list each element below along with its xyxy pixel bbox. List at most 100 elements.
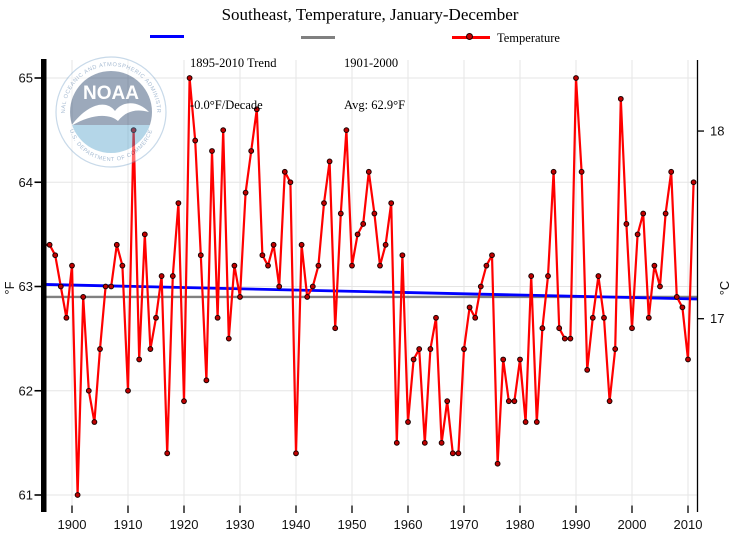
data-point-marker: [85, 387, 92, 394]
data-point-marker: [634, 231, 641, 238]
data-point-marker: [617, 95, 624, 102]
x-axis-label: 1970: [450, 517, 479, 532]
temperature-legend-label: Temperature: [497, 31, 560, 45]
x-axis-label: 1950: [338, 517, 367, 532]
data-point-marker: [511, 398, 518, 405]
data-point-marker: [186, 75, 193, 81]
data-point-marker: [220, 127, 227, 134]
data-point-marker: [421, 439, 428, 446]
data-point-marker: [410, 356, 417, 363]
logo-outer-ring: [55, 56, 167, 168]
trend-line: [43, 283, 698, 301]
x-axis-label: 2010: [674, 517, 703, 532]
x-axis-label: 1940: [282, 517, 311, 532]
trend-legend-line2: -0.0°F/Decade: [190, 98, 263, 112]
data-point-marker: [203, 377, 210, 384]
data-point-marker: [304, 294, 311, 300]
data-point-marker: [248, 148, 255, 154]
data-point-marker: [298, 241, 305, 248]
data-point-marker: [382, 241, 389, 248]
data-point-marker: [169, 273, 176, 279]
data-point-marker: [225, 335, 232, 342]
y-axis-label-f: 65: [19, 71, 33, 86]
data-point-marker: [601, 314, 607, 321]
data-point-marker: [433, 314, 439, 321]
data-point-marker: [539, 325, 546, 332]
data-point-marker: [623, 221, 630, 227]
y-axis-label-c: 18: [710, 124, 724, 139]
left-axis-unit-label: °F: [2, 281, 17, 294]
data-point-marker: [517, 356, 523, 363]
data-point-marker: [147, 346, 154, 352]
logo-gull-icon: [71, 103, 149, 126]
data-point-marker: [444, 398, 451, 405]
x-axis-label: 1960: [394, 517, 423, 532]
trend-legend-label: 1895-2010 Trend -0.0°F/Decade: [190, 28, 276, 140]
data-point-marker: [455, 450, 462, 457]
data-point-marker: [69, 262, 75, 269]
y-axis-label-f: 64: [19, 175, 33, 190]
data-point-marker: [315, 262, 322, 269]
data-point-marker: [489, 252, 495, 259]
data-point-marker: [287, 179, 294, 186]
data-point-marker: [253, 106, 260, 113]
x-axis-label: 2000: [618, 517, 647, 532]
data-point-marker: [685, 356, 691, 363]
data-point-marker: [281, 168, 288, 175]
x-axis-label: 1980: [506, 517, 535, 532]
data-point-marker: [214, 314, 221, 321]
data-point-marker: [209, 148, 215, 154]
data-point-marker: [175, 200, 182, 207]
data-point-marker: [449, 450, 456, 457]
x-axis-label: 1930: [226, 517, 255, 532]
temperature-marker-sample: [466, 33, 473, 40]
data-point-marker: [349, 262, 355, 269]
data-point-marker: [573, 75, 579, 81]
trend-line-group: [43, 283, 698, 301]
data-point-marker: [494, 460, 501, 467]
data-point-marker: [371, 210, 378, 217]
data-point-marker: [130, 127, 137, 134]
data-point-marker: [388, 200, 395, 207]
y-axis-label-f: 62: [19, 383, 33, 398]
trend-legend-line1: 1895-2010 Trend: [190, 56, 277, 70]
data-point-marker: [550, 168, 557, 175]
data-point-marker: [466, 304, 473, 311]
average-legend-line2: Avg: 62.9°F: [344, 98, 406, 112]
data-point-marker: [231, 262, 238, 269]
data-point-marker: [113, 241, 120, 248]
data-point-marker: [662, 210, 669, 217]
data-point-marker: [427, 346, 434, 352]
data-point-marker: [556, 325, 563, 332]
data-point-marker: [197, 252, 204, 259]
data-point-marker: [119, 262, 126, 269]
axis-tick-labels: 61 62 63 64 65 1900 1910 1920 1930 1940 1950 1960 19…: [2, 71, 732, 533]
data-point-marker: [164, 450, 171, 457]
data-point-marker: [584, 367, 591, 373]
right-axis-unit-label: °C: [717, 281, 732, 296]
data-point-marker: [321, 200, 327, 207]
data-point-marker: [679, 304, 686, 311]
data-point-marker: [500, 356, 507, 363]
logo-acronym: NOAA: [83, 83, 139, 104]
data-point-marker: [472, 314, 479, 321]
data-point-marker: [645, 314, 652, 321]
y-axis-label-f: 61: [19, 488, 33, 503]
data-point-marker: [52, 252, 59, 259]
average-legend-label: 1901-2000 Avg: 62.9°F: [344, 28, 405, 140]
data-point-marker: [237, 294, 243, 300]
data-point-marker: [337, 210, 344, 217]
x-axis-label: 1990: [562, 517, 591, 532]
average-line-sample: [301, 36, 335, 39]
data-point-marker: [657, 283, 663, 290]
data-point-marker: [477, 283, 484, 290]
x-axis-label: 1920: [170, 517, 199, 532]
y-axis-label-f: 63: [19, 279, 33, 294]
data-point-marker: [533, 419, 540, 425]
data-point-marker: [561, 335, 568, 342]
data-point-marker: [612, 346, 619, 352]
data-point-marker: [102, 283, 109, 290]
data-point-marker: [416, 346, 423, 352]
data-point-marker: [192, 137, 199, 144]
data-point-marker: [461, 346, 467, 352]
